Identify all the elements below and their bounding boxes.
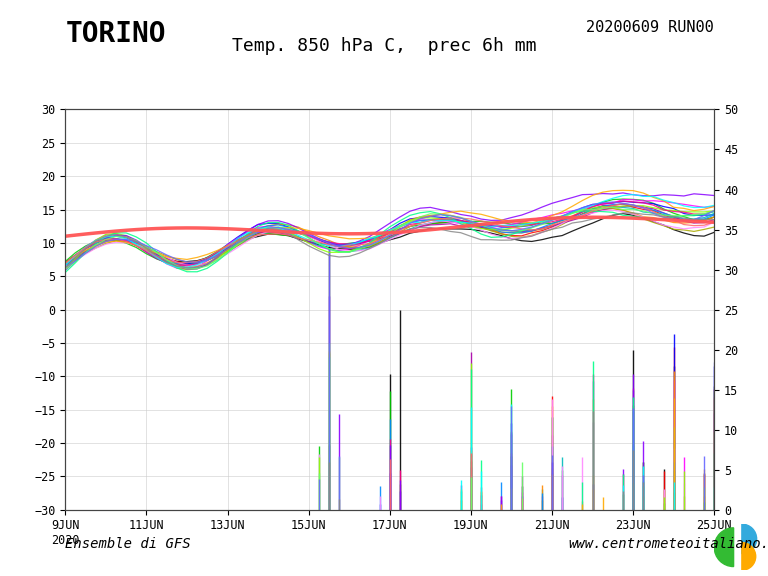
Text: 20200609 RUN00: 20200609 RUN00: [587, 20, 714, 35]
Wedge shape: [742, 524, 756, 554]
Text: Ensemble di GFS: Ensemble di GFS: [65, 537, 191, 551]
Wedge shape: [714, 528, 733, 567]
Wedge shape: [742, 543, 756, 570]
Text: www.centrometeoitaliano.it: www.centrometeoitaliano.it: [568, 537, 768, 551]
Text: Temp. 850 hPa C,  prec 6h mm: Temp. 850 hPa C, prec 6h mm: [232, 37, 536, 55]
Text: TORINO: TORINO: [65, 20, 166, 48]
